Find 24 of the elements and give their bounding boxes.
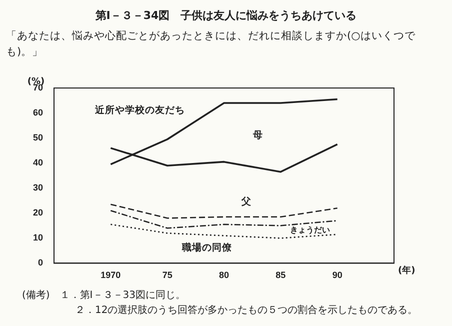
y-tick-label: 0 bbox=[38, 258, 44, 268]
y-tick-label: 60 bbox=[32, 108, 44, 118]
y-tick-label: 50 bbox=[32, 132, 44, 143]
line-series bbox=[110, 224, 338, 239]
chart-subtitle: 「あなたは、悩みや心配ごとがあったときには、だれに相談しますか(○はいくつでも)。」 bbox=[6, 29, 416, 60]
x-tick-label: 90 bbox=[332, 270, 342, 280]
text: (備考) １．第Ⅰ－３－33図に同じ。 bbox=[22, 288, 186, 303]
text: 母 bbox=[252, 129, 264, 142]
series-label: 職場の同僚 bbox=[181, 242, 234, 254]
y-tick-label: 10 bbox=[32, 232, 44, 243]
y-tick-label: 40 bbox=[32, 158, 44, 168]
x-tick-label: 1970 bbox=[100, 270, 121, 280]
x-tick-label: 75 bbox=[162, 270, 172, 280]
x-tick-label: 85 bbox=[276, 270, 286, 280]
x-axis-title: (年) bbox=[398, 265, 416, 276]
x-tick-label: 80 bbox=[219, 270, 230, 280]
series-label: 近所や学校の友だち bbox=[94, 104, 186, 116]
chart-title: 第Ⅰ－３－34図 子供は友人に悩みをうちあけている bbox=[94, 8, 358, 23]
series-label: きょうだい bbox=[290, 225, 330, 234]
text: ２．12の選択肢のうち回答が多かったもの５つの割合を示したものである。 bbox=[74, 304, 418, 318]
y-tick-label: 30 bbox=[32, 182, 44, 193]
y-axis-title: (%) bbox=[27, 76, 45, 87]
y-tick-label: 20 bbox=[32, 208, 44, 218]
series-label: 父 bbox=[240, 195, 252, 208]
